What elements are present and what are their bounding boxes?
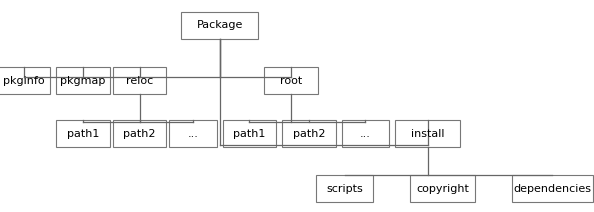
FancyBboxPatch shape: [512, 175, 592, 202]
Text: dependencies: dependencies: [513, 184, 592, 194]
FancyBboxPatch shape: [169, 120, 217, 147]
Text: path1: path1: [67, 128, 99, 139]
FancyBboxPatch shape: [0, 67, 50, 94]
Text: ...: ...: [360, 128, 371, 139]
Text: path2: path2: [293, 128, 325, 139]
FancyBboxPatch shape: [181, 12, 258, 39]
Text: path2: path2: [124, 128, 156, 139]
FancyBboxPatch shape: [316, 175, 373, 202]
Text: Package: Package: [197, 20, 243, 31]
FancyBboxPatch shape: [113, 67, 166, 94]
Text: path1: path1: [233, 128, 266, 139]
Text: reloc: reloc: [126, 75, 153, 86]
Text: install: install: [411, 128, 444, 139]
Text: ...: ...: [188, 128, 198, 139]
FancyBboxPatch shape: [395, 120, 460, 147]
FancyBboxPatch shape: [342, 120, 389, 147]
FancyBboxPatch shape: [56, 120, 110, 147]
Text: root: root: [280, 75, 302, 86]
Text: pkginfo: pkginfo: [3, 75, 45, 86]
FancyBboxPatch shape: [282, 120, 336, 147]
FancyBboxPatch shape: [113, 120, 166, 147]
FancyBboxPatch shape: [223, 120, 276, 147]
FancyBboxPatch shape: [264, 67, 318, 94]
Text: copyright: copyright: [416, 184, 469, 194]
Text: scripts: scripts: [326, 184, 363, 194]
FancyBboxPatch shape: [56, 67, 110, 94]
Text: pkgmap: pkgmap: [61, 75, 106, 86]
FancyBboxPatch shape: [410, 175, 475, 202]
